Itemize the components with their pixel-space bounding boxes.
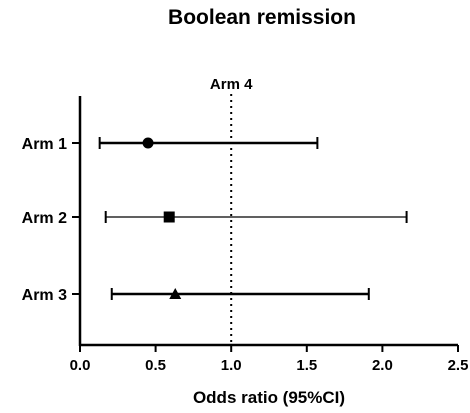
- x-axis-label: Odds ratio (95%CI): [193, 388, 345, 407]
- plot-area: 0.0 0.5 1.0 1.5 2.0 2.5 Arm 1 Arm 2 Arm 3 Arm 4: [22, 76, 469, 374]
- x-tick-label: 2.5: [448, 357, 469, 374]
- chart-title: Boolean remission: [168, 6, 356, 29]
- reference-label: Arm 4: [210, 76, 253, 93]
- x-tick-label: 1.0: [221, 357, 242, 374]
- y-category-label: Arm 2: [22, 210, 67, 227]
- y-category-label: Arm 3: [22, 287, 67, 304]
- point-marker-circle: [142, 137, 154, 149]
- y-axis-ticks: Arm 1 Arm 2 Arm 3: [22, 136, 80, 304]
- point-marker-square: [163, 211, 175, 223]
- reference-line-group: Arm 4: [210, 76, 253, 345]
- x-tick-label: 0.5: [145, 357, 166, 374]
- x-tick-label: 1.5: [296, 357, 317, 374]
- y-category-label: Arm 1: [22, 136, 67, 153]
- x-axis-ticks: 0.0 0.5 1.0 1.5 2.0 2.5: [70, 345, 469, 374]
- x-tick-label: 0.0: [70, 357, 91, 374]
- data-marks: [98, 137, 408, 300]
- x-tick-label: 2.0: [372, 357, 393, 374]
- point-marker-triangle: [169, 288, 182, 299]
